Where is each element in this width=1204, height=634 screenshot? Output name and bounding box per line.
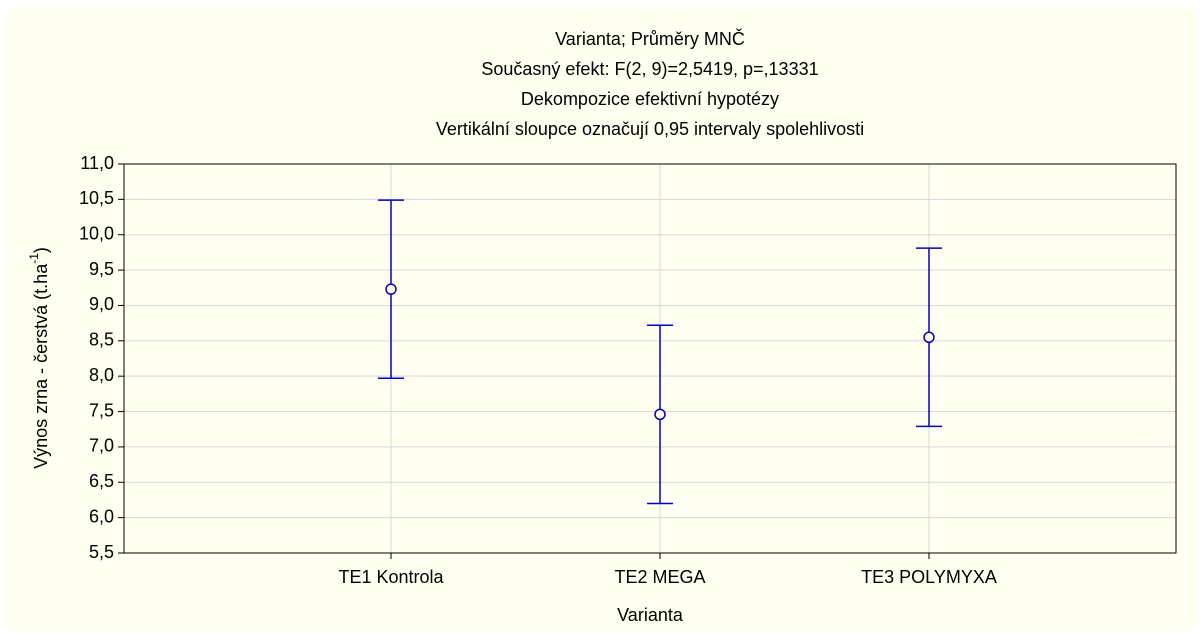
chart-subtitle: Současný efekt: F(2, 9)=2,5419, p=,13331: [481, 59, 818, 79]
x-tick-label: TE2 MEGA: [614, 567, 705, 587]
mean-marker: [385, 283, 397, 295]
y-axis-label-text: Výnos zrna - čerstvá (t.ha: [31, 263, 51, 469]
y-tick-label: 9,5: [89, 259, 114, 279]
background: [8, 8, 1196, 630]
x-tick-label: TE3 POLYMYXA: [861, 567, 997, 587]
plot-frame: [123, 163, 1177, 554]
x-tick-label: TE1 Kontrola: [338, 567, 444, 587]
y-tick-label: 8,5: [89, 330, 114, 350]
chart-subtitle: Dekompozice efektivní hypotézy: [521, 89, 779, 109]
chart-subtitle: Vertikální sloupce označují 0,95 interva…: [436, 119, 864, 139]
y-axis-label-sup: -1: [27, 253, 41, 264]
x-axis-label: Varianta: [617, 605, 684, 625]
y-tick-label: 10,0: [79, 223, 114, 243]
y-tick-label: 6,0: [89, 506, 114, 526]
y-tick-label: 8,0: [89, 365, 114, 385]
y-tick-label: 9,0: [89, 294, 114, 314]
y-tick-label: 7,5: [89, 400, 114, 420]
y-tick-label: 5,5: [89, 542, 114, 562]
mean-marker: [923, 331, 935, 344]
mean-marker: [654, 408, 666, 421]
y-axis-label: Výnos zrna - čerstvá (t.ha-1): [27, 247, 51, 469]
y-tick-label: 11,0: [80, 153, 114, 173]
y-axis-label-end: ): [31, 247, 51, 253]
y-tick-label: 7,0: [89, 436, 114, 456]
chart-title: Varianta; Průměry MNČ: [555, 28, 745, 49]
y-tick-label: 6,5: [89, 471, 114, 491]
y-tick-label: 10,5: [79, 188, 114, 208]
